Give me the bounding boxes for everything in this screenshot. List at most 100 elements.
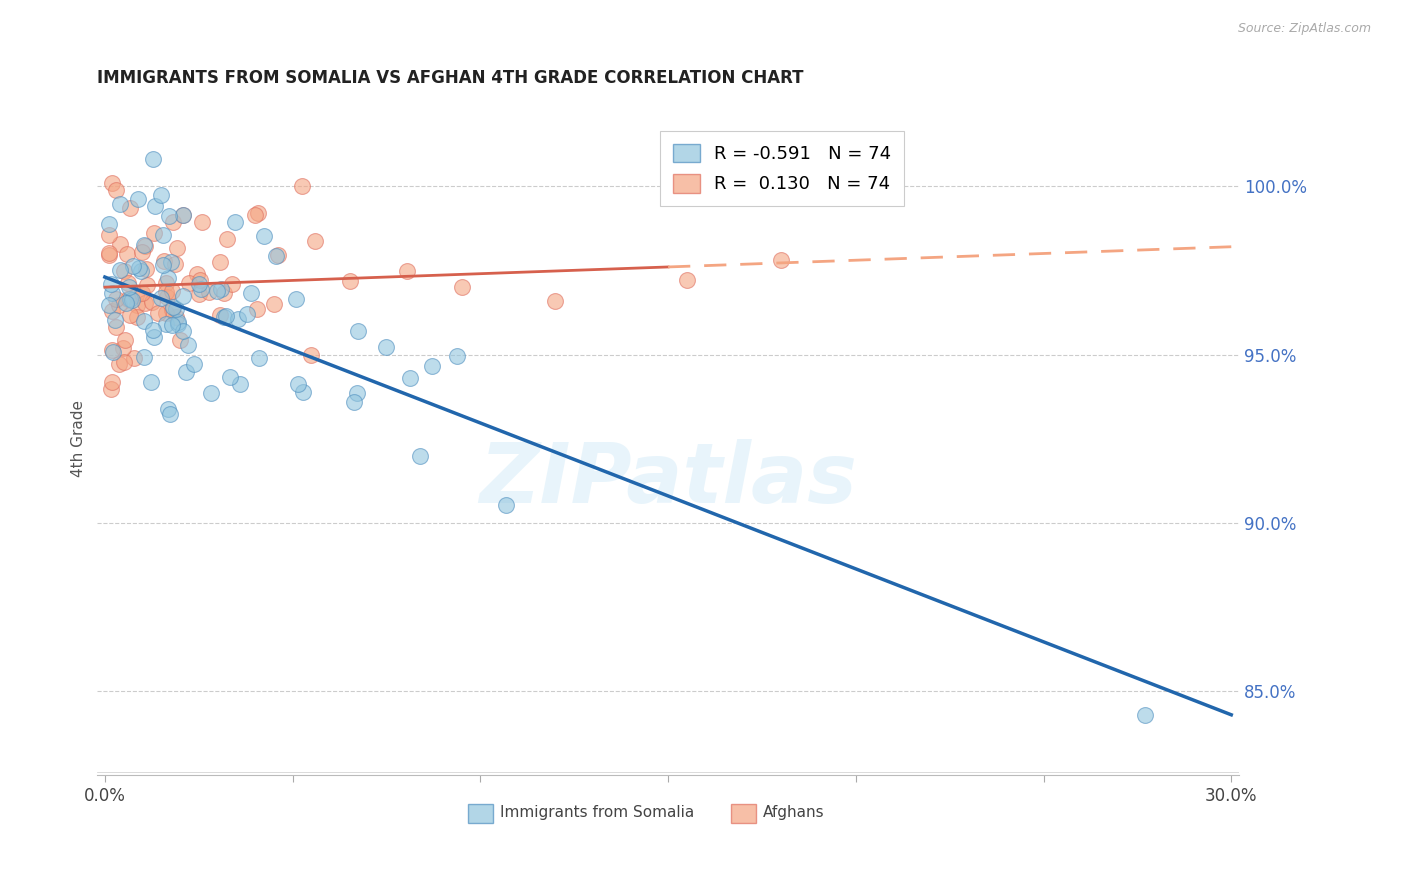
Point xyxy=(104,313,127,327)
Point xyxy=(166,316,188,330)
Point xyxy=(146,306,169,320)
Point xyxy=(177,338,200,352)
Point xyxy=(304,234,326,248)
Point xyxy=(134,314,156,328)
Point xyxy=(117,292,139,306)
Point xyxy=(224,214,246,228)
Point xyxy=(110,237,132,252)
Point xyxy=(198,285,221,300)
Point xyxy=(101,344,124,359)
Point xyxy=(285,292,308,306)
Point xyxy=(172,289,194,303)
Point xyxy=(114,333,136,347)
Point xyxy=(207,285,229,299)
Point xyxy=(165,257,187,271)
Point xyxy=(97,217,120,231)
Point xyxy=(127,192,149,206)
Point xyxy=(159,209,181,223)
Point xyxy=(188,277,211,292)
Point xyxy=(142,323,165,337)
Point xyxy=(215,232,238,246)
Text: Immigrants from Somalia: Immigrants from Somalia xyxy=(501,805,695,820)
Text: Afghans: Afghans xyxy=(763,805,824,820)
Point xyxy=(544,293,567,308)
Point xyxy=(112,355,135,369)
Point xyxy=(177,276,200,290)
Legend: R = -0.591   N = 74, R =  0.130   N = 74: R = -0.591 N = 74, R = 0.130 N = 74 xyxy=(661,131,904,206)
Point xyxy=(135,262,157,277)
Point xyxy=(108,298,131,312)
Point xyxy=(214,310,236,324)
Point xyxy=(183,357,205,371)
Point xyxy=(190,282,212,296)
Point xyxy=(399,371,422,385)
FancyBboxPatch shape xyxy=(731,804,756,822)
Point xyxy=(155,285,177,299)
FancyBboxPatch shape xyxy=(468,804,494,822)
Point xyxy=(132,237,155,252)
Point xyxy=(134,239,156,253)
Point xyxy=(346,324,368,338)
Point xyxy=(420,359,443,373)
Point xyxy=(114,295,136,310)
Point xyxy=(160,255,183,269)
Point xyxy=(292,384,315,399)
Point xyxy=(132,351,155,365)
Point xyxy=(157,271,180,285)
Point xyxy=(219,370,242,384)
Point xyxy=(221,277,243,291)
Point xyxy=(143,198,166,212)
Point xyxy=(409,449,432,463)
Point xyxy=(155,276,177,290)
Point xyxy=(121,293,143,307)
Point xyxy=(101,303,124,318)
Point xyxy=(127,310,149,324)
Point xyxy=(97,297,120,311)
Point xyxy=(122,259,145,273)
Point xyxy=(169,334,191,348)
Point xyxy=(152,254,174,268)
Point xyxy=(115,247,138,261)
Point xyxy=(209,282,232,296)
Point xyxy=(97,227,120,242)
Point xyxy=(128,260,150,275)
Point xyxy=(287,376,309,391)
Text: ZIPatlas: ZIPatlas xyxy=(479,439,858,519)
Point xyxy=(246,206,269,220)
Point xyxy=(172,208,194,222)
Point xyxy=(247,351,270,365)
Point xyxy=(131,244,153,259)
Point xyxy=(160,318,183,332)
Point xyxy=(118,201,141,215)
Point xyxy=(200,386,222,401)
Point xyxy=(339,274,361,288)
Point xyxy=(165,310,187,324)
Point xyxy=(152,259,174,273)
Point xyxy=(101,176,124,190)
Point xyxy=(142,152,165,166)
Point xyxy=(450,280,472,294)
Point xyxy=(125,288,148,302)
Point xyxy=(150,291,173,305)
Point xyxy=(160,303,183,318)
Point xyxy=(142,226,165,240)
Point xyxy=(212,285,235,300)
Point xyxy=(253,228,276,243)
Point xyxy=(149,187,172,202)
Point xyxy=(446,349,468,363)
Point xyxy=(125,298,148,312)
Point xyxy=(108,357,131,371)
Point xyxy=(108,197,131,211)
Y-axis label: 4th Grade: 4th Grade xyxy=(72,401,86,477)
Point xyxy=(167,317,190,331)
Point xyxy=(112,264,135,278)
Point xyxy=(108,263,131,277)
Point xyxy=(396,264,419,278)
Point xyxy=(152,228,174,243)
Point xyxy=(214,309,236,323)
Point xyxy=(117,276,139,290)
Point xyxy=(236,307,259,321)
Point xyxy=(172,208,194,222)
Point xyxy=(139,376,162,390)
Point xyxy=(1133,707,1156,722)
